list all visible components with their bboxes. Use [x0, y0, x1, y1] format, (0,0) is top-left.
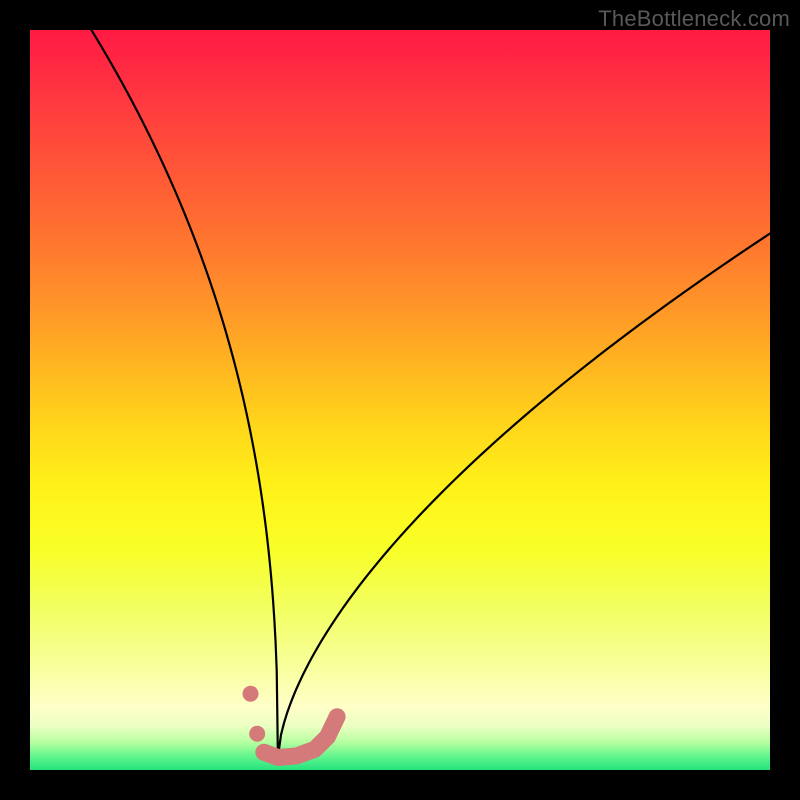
highlight-dot [243, 686, 259, 702]
highlight-dot [249, 726, 265, 742]
watermark-text: TheBottleneck.com [598, 6, 790, 32]
bottleneck-curve-chart [0, 0, 800, 800]
plot-background [30, 30, 770, 770]
chart-container: TheBottleneck.com [0, 0, 800, 800]
